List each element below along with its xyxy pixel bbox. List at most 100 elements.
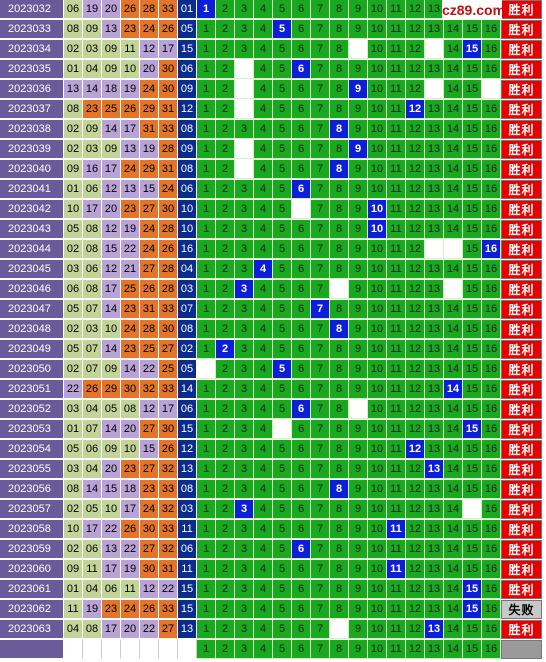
result-win-badge: 胜利 <box>501 460 542 479</box>
result-win-badge: 胜利 <box>501 100 542 119</box>
trend-cell: 3 <box>235 460 254 479</box>
trend-cell: 9 <box>349 260 368 279</box>
trend-cell: 2 <box>216 280 235 299</box>
trend-cell: 1 <box>197 580 216 599</box>
trend-cell: 2 <box>216 620 235 639</box>
table-row: 2023043 05 08 12 19 24 28 10 1 2 3 4 5 6 7 8 9 10 11 12 13 14… <box>0 220 546 240</box>
result-win-badge: 胜利 <box>501 420 542 439</box>
trend-hit-cell: 4 <box>254 260 273 279</box>
trend-cell: 11 <box>387 20 406 39</box>
trend-cell: 10 <box>368 180 387 199</box>
table-row: 2023051 22 26 29 30 32 33 14 1 2 3 4 5 6 7 8 9 10 11 12 13 14… <box>0 380 546 400</box>
trend-cell: 14 <box>444 60 463 79</box>
trend-cell: 1 <box>197 20 216 39</box>
result-lose-badge: 失败 <box>501 600 542 619</box>
trend-cell: 11 <box>387 480 406 499</box>
period-cell: 2023063 <box>0 620 64 639</box>
red-ball-cell: 08 <box>121 400 140 419</box>
trend-cell: 6 <box>292 500 311 519</box>
period-cell: 2023054 <box>0 440 64 459</box>
trend-cell: 10 <box>368 580 387 599</box>
red-ball-cell: 27 <box>140 260 159 279</box>
trend-cell: 13 <box>425 340 444 359</box>
table-row: 2023041 01 06 12 13 15 24 06 1 2 3 4 5 6 7 8 9 10 11 12 13 14… <box>0 180 546 200</box>
red-ball-cell: 24 <box>140 220 159 239</box>
trend-cell: 1 <box>197 540 216 559</box>
trend-cell: 2 <box>216 120 235 139</box>
trend-cell: 10 <box>368 20 387 39</box>
period-cell: 2023057 <box>0 500 64 519</box>
trend-hit-cell: 13 <box>425 620 444 639</box>
red-ball-cell: 12 <box>140 400 159 419</box>
red-ball-cell: 19 <box>121 80 140 99</box>
site-logo[interactable]: cz89.com <box>442 0 505 19</box>
red-ball-cell: 06 <box>83 260 102 279</box>
red-ball-cell: 32 <box>159 540 178 559</box>
trend-cell: 7 <box>311 380 330 399</box>
table-row: 2023046 06 08 17 25 26 28 03 1 2 3 4 5 6 7 9 10 11 12 13 15 1… <box>0 280 546 300</box>
trend-cell: 9 <box>349 20 368 39</box>
table-row: 2023062 11 19 23 24 26 33 15 1 2 3 4 5 6 7 8 9 10 11 12 13 14… <box>0 600 546 620</box>
trend-cell: 11 <box>387 80 406 99</box>
trend-cell: 9 <box>349 420 368 439</box>
trend-cell: 4 <box>254 520 273 539</box>
trend-cell: 14 <box>444 620 463 639</box>
trend-blank-cell <box>197 360 216 379</box>
red-ball-cell: 23 <box>121 300 140 319</box>
trend-cell: 10 <box>368 440 387 459</box>
trend-cell: 8 <box>330 360 349 379</box>
trend-cell: 5 <box>273 560 292 579</box>
red-ball-cell: 06 <box>83 540 102 559</box>
trend-cell: 2 <box>216 260 235 279</box>
trend-hit-cell: 12 <box>406 100 425 119</box>
red-ball-cell: 19 <box>121 220 140 239</box>
trend-cell: 6 <box>292 560 311 579</box>
red-ball-cell: 12 <box>102 220 121 239</box>
trend-hit-cell: 3 <box>235 280 254 299</box>
trend-cell: 13 <box>425 100 444 119</box>
trend-cell: 6 <box>292 580 311 599</box>
trend-cell: 15 <box>463 560 482 579</box>
trend-cell: 2 <box>216 200 235 219</box>
trend-cell: 12 <box>406 560 425 579</box>
footer-number-cell: 11 <box>387 640 406 659</box>
blue-ball-cell: 06 <box>178 180 197 199</box>
red-ball-cell: 20 <box>102 0 121 19</box>
period-cell: 2023034 <box>0 40 64 59</box>
red-ball-cell: 30 <box>159 420 178 439</box>
trend-cell: 14 <box>444 480 463 499</box>
trend-cell: 9 <box>349 0 368 19</box>
red-ball-cell: 27 <box>140 540 159 559</box>
trend-cell: 5 <box>273 300 292 319</box>
trend-hit-cell: 6 <box>292 400 311 419</box>
red-ball-cell: 10 <box>64 520 83 539</box>
trend-cell: 10 <box>368 340 387 359</box>
trend-cell: 13 <box>425 520 444 539</box>
trend-cell: 5 <box>273 320 292 339</box>
trend-cell: 5 <box>273 620 292 639</box>
trend-cell: 16 <box>482 320 501 339</box>
trend-cell: 15 <box>463 480 482 499</box>
red-ball-cell: 25 <box>102 100 121 119</box>
trend-cell: 8 <box>330 140 349 159</box>
red-ball-cell: 02 <box>64 320 83 339</box>
red-ball-cell: 07 <box>83 340 102 359</box>
trend-cell: 3 <box>235 300 254 319</box>
trend-blank-cell <box>330 620 349 639</box>
period-cell: 2023048 <box>0 320 64 339</box>
red-ball-cell: 24 <box>159 180 178 199</box>
red-ball-cell: 20 <box>140 60 159 79</box>
trend-blank-cell <box>444 240 463 259</box>
trend-cell: 11 <box>387 120 406 139</box>
trend-cell: 10 <box>368 360 387 379</box>
trend-cell: 14 <box>444 300 463 319</box>
trend-cell: 12 <box>406 340 425 359</box>
trend-cell: 7 <box>311 420 330 439</box>
table-row: 2023056 08 14 15 18 23 33 08 1 2 3 4 5 6 7 8 9 10 11 12 13 14… <box>0 480 546 500</box>
red-ball-cell: 31 <box>159 100 178 119</box>
trend-cell: 4 <box>254 60 273 79</box>
red-ball-cell: 18 <box>121 480 140 499</box>
footer-number-cell: 3 <box>235 640 254 659</box>
table-row: 2023039 02 03 09 13 19 28 09 1 2 4 5 6 7 8 9 10 11 12 13 14 1… <box>0 140 546 160</box>
trend-cell: 16 <box>482 180 501 199</box>
